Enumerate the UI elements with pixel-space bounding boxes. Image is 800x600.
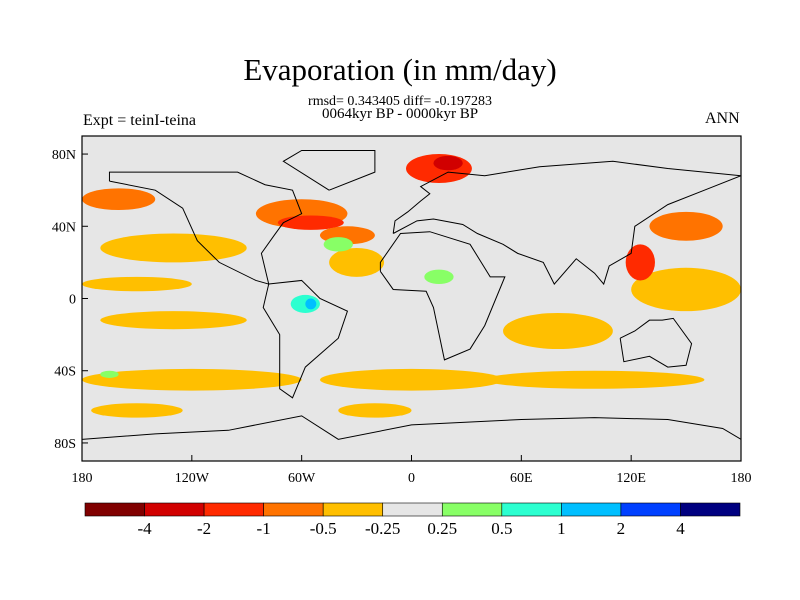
y-tick-label: 40S	[54, 365, 76, 380]
contour-region	[323, 237, 353, 252]
colorbar-box	[620, 502, 681, 517]
colorbar-label: -0.5	[310, 519, 337, 538]
contour-region	[625, 244, 655, 281]
contour-region	[319, 368, 504, 391]
x-tick-label: 60E	[510, 471, 533, 486]
colorbar-box	[203, 502, 264, 517]
contour-region	[338, 403, 412, 418]
map-background	[82, 136, 741, 461]
x-tick-label: 180	[731, 471, 752, 486]
coastline	[262, 279, 349, 399]
colorbar-box	[144, 502, 205, 517]
contour-region	[277, 215, 344, 230]
colorbar-label: 4	[676, 519, 685, 538]
y-tick-label: 80S	[54, 437, 76, 452]
contour-region	[649, 211, 723, 241]
contour-region	[329, 247, 385, 277]
stats-subtitle: rmsd= 0.343405 diff= -0.197283	[308, 94, 492, 109]
contour-region	[631, 267, 741, 312]
colorbar-box	[84, 502, 145, 517]
contour-region	[424, 269, 454, 285]
colorbar-box	[322, 502, 384, 517]
x-tick-label: 0	[408, 471, 415, 486]
x-tick-label: 120E	[616, 471, 646, 486]
contour-region	[484, 370, 705, 389]
colorbar-box	[441, 502, 503, 517]
x-tick-label: 60W	[288, 471, 316, 486]
colorbar-label: 1	[557, 519, 566, 538]
contour-region	[82, 368, 302, 391]
chart-title: Evaporation (in mm/day)	[243, 52, 557, 87]
colorbar-box	[501, 502, 562, 517]
colorbar-label: -2	[197, 519, 211, 538]
period-subtitle: 0064kyr BP - 0000kyr BP	[321, 106, 479, 122]
coastline	[108, 171, 303, 285]
contour-region	[100, 311, 247, 330]
coastline	[392, 160, 741, 286]
contour-region	[100, 370, 119, 378]
colorbar-label: 0.25	[427, 519, 457, 538]
coastline	[82, 415, 741, 440]
y-tick-label: 0	[69, 293, 76, 308]
contour-region	[433, 155, 463, 171]
contour-region	[82, 276, 192, 292]
contour-region	[305, 298, 317, 310]
season-label: ANN	[705, 110, 740, 127]
contour-region	[100, 233, 247, 263]
colorbar-label: -0.25	[365, 519, 400, 538]
coastline	[619, 317, 693, 368]
colorbar-box	[263, 502, 324, 517]
coastline	[379, 231, 506, 361]
colorbar-label: 2	[617, 519, 626, 538]
y-tick-label: 40N	[52, 220, 76, 235]
colorbar-box	[680, 502, 741, 517]
colorbar-box	[382, 502, 443, 517]
colorbar-label: -4	[137, 519, 152, 538]
contour-region	[82, 188, 156, 211]
experiment-label: Expt = teinI-teina	[83, 112, 196, 129]
contour-region	[91, 403, 183, 418]
coastline	[282, 149, 376, 191]
contour-region	[503, 312, 613, 350]
x-tick-label: 120W	[175, 471, 210, 486]
x-tick-label: 180	[72, 471, 93, 486]
colorbar-label: -1	[257, 519, 271, 538]
colorbar-box	[561, 502, 622, 517]
colorbar-label: 0.5	[491, 519, 512, 538]
y-tick-label: 80N	[52, 148, 76, 163]
